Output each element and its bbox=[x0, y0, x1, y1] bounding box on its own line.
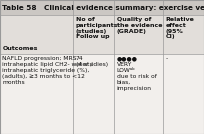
Text: Table 58   Clinical evidence summary: exercise versus contb: Table 58 Clinical evidence summary: exer… bbox=[2, 5, 204, 11]
Text: NAFLD progression; MRS
intrahepatic lipid CH2- water /
intrahepatic triglyceride: NAFLD progression; MRS intrahepatic lipi… bbox=[2, 56, 93, 85]
Bar bbox=[0, 54, 204, 134]
Text: ●●●●
VERY
LOWᵃᵇ
due to risk of
bias,
imprecision: ●●●● VERY LOWᵃᵇ due to risk of bias, imp… bbox=[117, 56, 156, 91]
Text: Quality of
the evidence
(GRADE): Quality of the evidence (GRADE) bbox=[117, 17, 162, 34]
Text: Outcomes: Outcomes bbox=[2, 46, 38, 51]
Bar bbox=[0, 0, 204, 15]
Text: 74
(4 studies): 74 (4 studies) bbox=[76, 56, 108, 67]
Text: Relative
effect
(95%
CI): Relative effect (95% CI) bbox=[166, 17, 195, 39]
Text: -: - bbox=[166, 56, 168, 61]
Text: No of
participants
(studies)
Follow up: No of participants (studies) Follow up bbox=[76, 17, 118, 39]
Bar bbox=[0, 15, 204, 54]
